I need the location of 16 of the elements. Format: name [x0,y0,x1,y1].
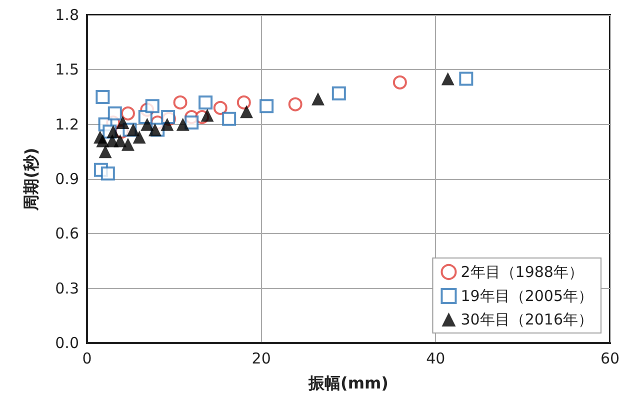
x-axis-title: 振幅(mm) [308,374,388,392]
legend-label: 2年目（1988年） [460,263,584,281]
legend-label: 30年目（2016年） [460,310,594,328]
y-tick-label: 1.2 [55,115,79,134]
x-tick-label: 40 [426,350,446,368]
y-tick-label: 0.3 [55,279,79,298]
legend-label: 19年目（2005年） [460,287,594,305]
y-tick-label: 0.0 [55,334,79,352]
x-tick-label: 0 [82,350,92,368]
y-tick-label: 0.9 [55,170,79,188]
y-tick-label: 1.8 [55,6,79,24]
x-tick-label: 60 [600,350,620,368]
y-tick-label: 1.5 [55,60,79,79]
y-axis-title: 周期(秒) [22,148,40,212]
x-tick-label: 20 [252,350,271,368]
y-tick-label: 0.6 [55,224,79,243]
